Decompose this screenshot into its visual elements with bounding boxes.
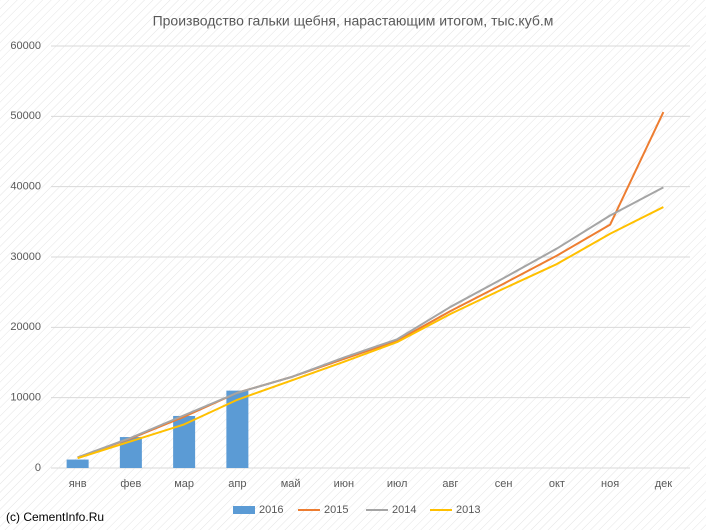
y-tick-label: 20000 <box>10 321 41 333</box>
x-tick-label: май <box>281 478 301 490</box>
bar <box>173 415 196 468</box>
bar <box>66 459 89 468</box>
line <box>77 206 664 460</box>
y-tick-label: 40000 <box>10 181 41 193</box>
chart-title: Производство гальки щебня, нарастающим и… <box>153 13 554 29</box>
bar <box>119 437 142 468</box>
x-tick-label: фев <box>120 478 141 490</box>
x-tick-label: авг <box>442 478 458 490</box>
x-tick-label: окт <box>549 478 565 490</box>
x-tick-label: сен <box>495 478 513 490</box>
x-tick-label: апр <box>228 478 246 490</box>
x-tick-label: июн <box>334 478 354 490</box>
y-tick-label: 30000 <box>10 251 41 263</box>
x-tick-label: янв <box>69 478 87 490</box>
bar <box>226 390 249 468</box>
y-tick-label: 0 <box>35 462 41 474</box>
x-tick-label: ноя <box>601 478 619 490</box>
legend-label: 2015 <box>324 504 348 516</box>
watermark: (c) CementInfo.Ru <box>6 510 104 524</box>
legend-swatch <box>233 506 255 514</box>
x-tick-label: июл <box>387 478 408 490</box>
y-tick-label: 50000 <box>10 110 41 122</box>
line <box>77 186 664 459</box>
legend-label: 2014 <box>392 504 416 516</box>
x-tick-label: мар <box>174 478 194 490</box>
x-tick-label: дек <box>655 478 673 490</box>
legend-label: 2013 <box>456 504 480 516</box>
y-tick-label: 10000 <box>10 392 41 404</box>
legend-label: 2016 <box>259 504 283 516</box>
line <box>77 111 665 459</box>
y-tick-label: 60000 <box>10 40 41 52</box>
